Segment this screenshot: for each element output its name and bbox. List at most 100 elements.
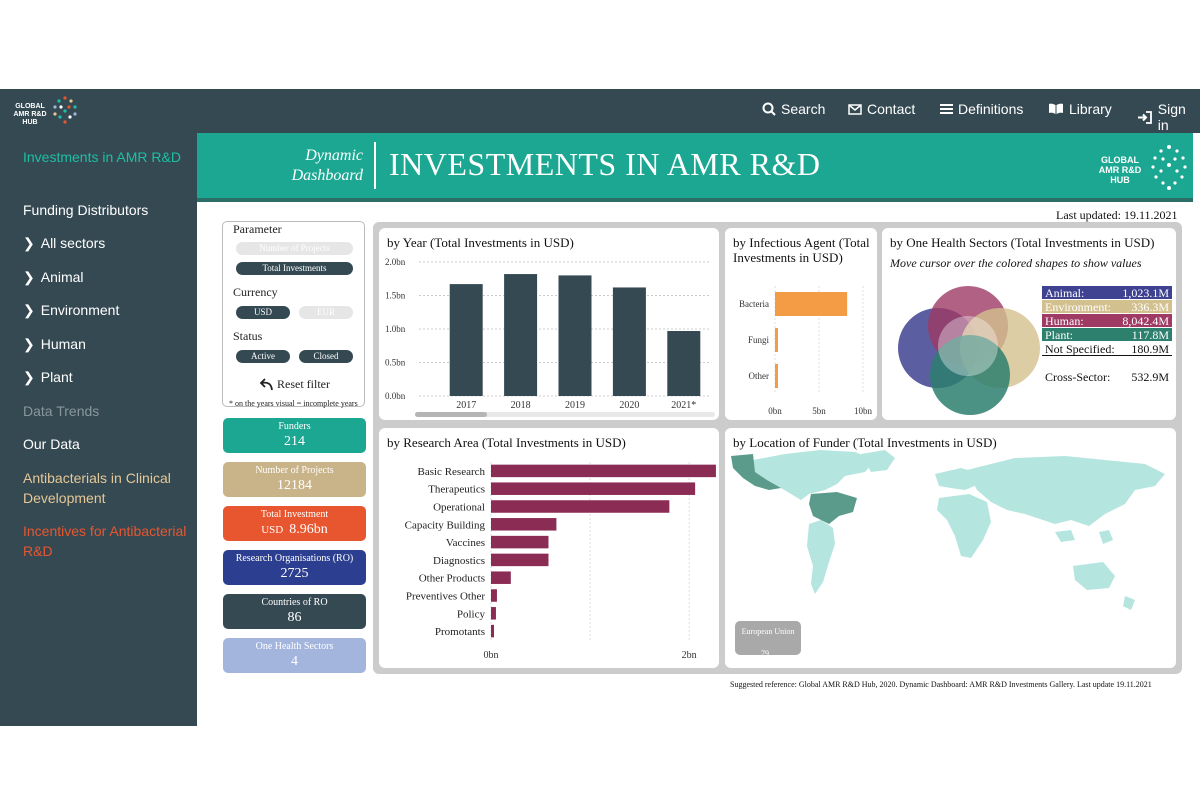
venn-diagram[interactable] xyxy=(888,278,1048,418)
sidebar-item-antibacterials[interactable]: Antibacterials in Clinical Development xyxy=(23,468,193,508)
parameter-number-of-projects[interactable]: Number of Projects xyxy=(236,242,353,255)
x-tick-label: 2017 xyxy=(456,400,476,411)
x-tick-label: 2019 xyxy=(565,400,585,411)
agent-bar xyxy=(775,328,778,352)
parameter-label: Parameter xyxy=(233,222,282,236)
reset-filter-label: Reset filter xyxy=(277,377,330,391)
y-tick-label: 2.0bn xyxy=(385,257,406,267)
research-area-bar xyxy=(491,464,716,478)
y-tick-label: Therapeutics xyxy=(428,484,485,496)
y-tick-label: Bacteria xyxy=(739,299,769,309)
world-map[interactable] xyxy=(725,428,1176,668)
hub-logo[interactable]: GLOBAL AMR R&D HUB xyxy=(8,93,78,129)
sidebar-item-label: Environment xyxy=(40,302,120,318)
kpi-label: Total Investment xyxy=(260,509,329,520)
sidebar-item-our-data[interactable]: Our Data xyxy=(23,434,193,454)
sidebar-item-environment[interactable]: ❯ Environment xyxy=(23,300,193,320)
legend-row-animal[interactable]: Animal: 1,023.1M xyxy=(1042,286,1172,300)
filter-panel: Parameter Number of Projects Total Inves… xyxy=(222,221,365,408)
page-title: INVESTMENTS IN AMR R&D xyxy=(389,146,821,182)
x-tick-label: 2018 xyxy=(511,400,531,411)
research-area-bar xyxy=(491,607,496,620)
banner-underline xyxy=(197,198,1193,202)
y-tick-label: 0.0bn xyxy=(385,391,406,401)
kpi-value: 12184 xyxy=(277,478,312,493)
year-bar xyxy=(612,287,646,396)
kpi-value: 4 xyxy=(291,654,298,669)
research-area-bar xyxy=(491,518,557,531)
research-area-panel[interactable]: by Research Area (Total Investments in U… xyxy=(379,428,719,668)
kpi-total-investment: Total Investment USD 8.96bn xyxy=(223,506,366,541)
legend-row-human[interactable]: Human: 8,042.4M xyxy=(1042,314,1172,328)
x-tick-label: 10bn xyxy=(854,406,873,416)
kpi-label: Research Organisations (RO) xyxy=(235,553,354,564)
agent-bar xyxy=(775,364,778,388)
logo-dots-icon xyxy=(53,96,77,124)
eu-label: European Union xyxy=(741,627,795,636)
kpi-countries-of-ro: Countries of RO 86 xyxy=(223,594,366,629)
agent-panel[interactable]: by Infectious Agent (Total Investments i… xyxy=(725,228,877,420)
currency-eur[interactable]: EUR xyxy=(299,306,353,319)
sidebar-item-plant[interactable]: ❯ Plant xyxy=(23,367,193,387)
year-bar xyxy=(504,274,538,396)
undo-arrow-icon xyxy=(259,377,273,390)
kpi-funders: Funders 214 xyxy=(223,418,366,453)
globe-dots-icon xyxy=(1151,145,1187,190)
chevron-right-icon: ❯ xyxy=(23,235,35,251)
kpi-value: 214 xyxy=(284,434,305,449)
status-label: Status xyxy=(233,329,263,343)
nav-library[interactable]: Library xyxy=(1048,101,1112,117)
sidebar-item-label: Funding Distributors xyxy=(23,202,149,218)
page-banner: Dynamic Dashboard INVESTMENTS IN AMR R&D… xyxy=(197,133,1193,198)
kpi-label: Number of Projects xyxy=(255,465,334,476)
nav-search[interactable]: Search xyxy=(762,101,825,117)
nav-contact[interactable]: Contact xyxy=(848,101,915,117)
year-bar xyxy=(667,331,701,396)
nav-definitions[interactable]: Definitions xyxy=(940,101,1023,117)
scrollbar-thumb[interactable] xyxy=(415,412,487,417)
reset-filter-button[interactable]: Reset filter xyxy=(257,377,330,392)
dashboard-frame: by Year (Total Investments in USD) 0.0bn… xyxy=(373,222,1182,674)
sidebar-item-all-sectors[interactable]: ❯ All sectors xyxy=(23,233,193,253)
currency-usd[interactable]: USD xyxy=(236,306,290,319)
y-tick-label: Other xyxy=(749,371,770,381)
research-area-bar xyxy=(491,553,549,567)
location-panel[interactable]: by Location of Funder (Total Investments… xyxy=(725,428,1176,668)
status-closed[interactable]: Closed xyxy=(299,350,353,363)
sidebar-item-investments[interactable]: Investments in AMR R&D xyxy=(23,147,193,167)
year-bar xyxy=(449,284,483,396)
horizontal-scrollbar[interactable] xyxy=(415,412,715,417)
sidebar-item-human[interactable]: ❯ Human xyxy=(23,334,193,354)
one-health-panel-title: by One Health Sectors (Total Investments… xyxy=(890,235,1155,250)
envelope-icon xyxy=(848,103,862,115)
y-tick-label: Other Products xyxy=(419,573,485,585)
nav-sign-in[interactable]: Sign in xyxy=(1137,101,1200,133)
one-health-legend: Animal: 1,023.1M Environment: 336.3M Human… xyxy=(1042,286,1172,384)
sidebar-item-incentives[interactable]: Incentives for Antibacterial R&D xyxy=(23,521,193,561)
sign-in-icon xyxy=(1138,110,1152,124)
list-icon xyxy=(940,104,953,114)
research-area-bar xyxy=(491,482,696,495)
legend-row-plant[interactable]: Plant: 117.8M xyxy=(1042,328,1172,342)
year-panel[interactable]: by Year (Total Investments in USD) 0.0bn… xyxy=(379,228,719,420)
x-tick-label: 0bn xyxy=(484,650,499,661)
parameter-total-investments[interactable]: Total Investments xyxy=(236,262,353,275)
search-icon xyxy=(762,102,776,116)
venn-overlap-highlight xyxy=(938,316,998,376)
legend-row-environment[interactable]: Environment: 336.3M xyxy=(1042,300,1172,314)
kpi-value: 86 xyxy=(287,610,302,625)
sidebar-item-label: Human xyxy=(40,336,86,352)
nav-library-label: Library xyxy=(1069,101,1112,117)
x-tick-label: 2bn xyxy=(682,650,697,661)
sidebar-item-data-trends[interactable]: Data Trends xyxy=(23,401,193,421)
status-active[interactable]: Active xyxy=(236,350,290,363)
research-area-bar xyxy=(491,535,549,549)
currency-label: Currency xyxy=(233,285,278,299)
legend-row-not-specified: Not Specified: 180.9M xyxy=(1042,342,1172,356)
y-tick-label: Operational xyxy=(433,502,485,514)
nav-search-label: Search xyxy=(781,101,826,117)
sidebar-item-animal[interactable]: ❯ Animal xyxy=(23,267,193,287)
sidebar-item-funding-distributors[interactable]: Funding Distributors xyxy=(23,200,193,220)
one-health-panel[interactable]: by One Health Sectors (Total Investments… xyxy=(882,228,1176,420)
year-bar xyxy=(558,275,592,396)
